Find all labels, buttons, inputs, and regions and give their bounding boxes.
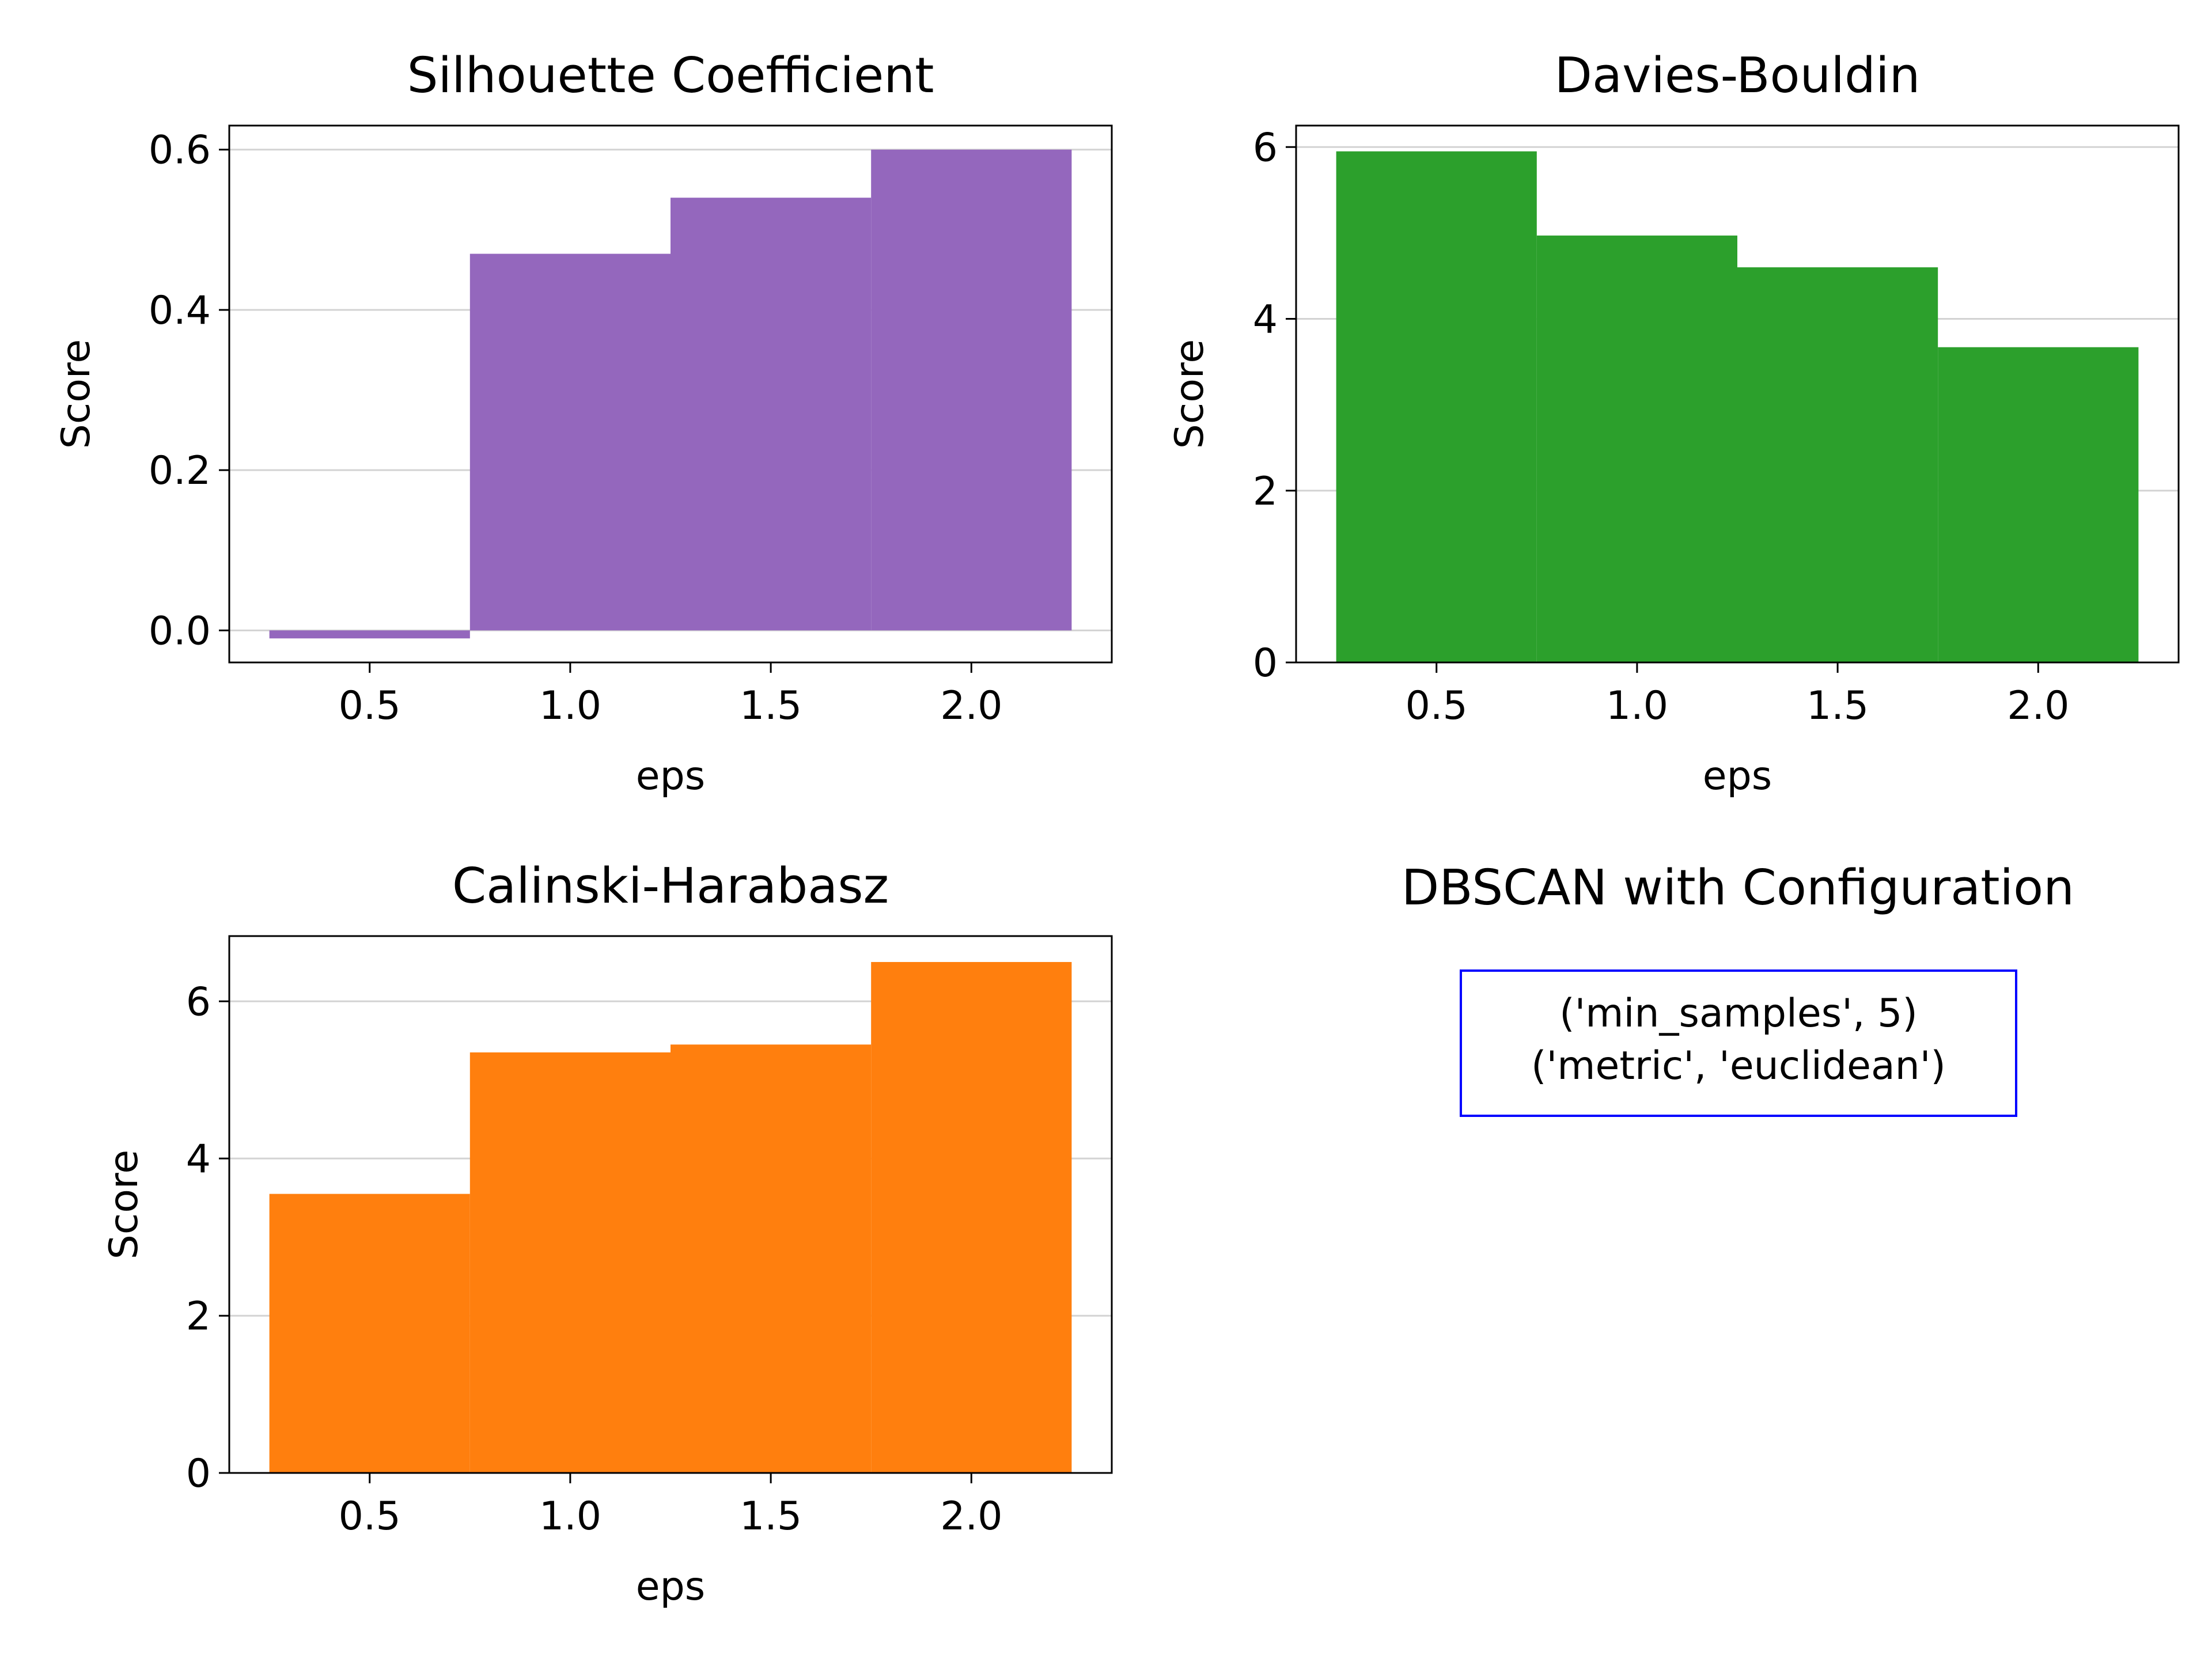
info-line-min-samples: ('min_samples', 5) [1559,991,1918,1036]
davies-bouldin-ytick-label-3: 6 [1253,125,1278,171]
calinski-harabasz-bar-2 [671,1044,872,1473]
davies-bouldin-bar-1 [1536,235,1737,662]
calinski-harabasz-xtick-label-1: 1.0 [539,1494,601,1539]
silhouette-xlabel: eps [636,753,705,799]
calinski-harabasz-bar-3 [871,962,1072,1473]
davies-bouldin-ytick-label-2: 4 [1253,297,1278,343]
silhouette-ytick-label-2: 0.4 [149,288,211,334]
silhouette-axes-frame [228,124,1113,664]
silhouette-xtick-label-1: 1.0 [539,683,601,729]
calinski-harabasz-bar-1 [469,1052,671,1473]
info-line-metric: ('metric', 'euclidean') [1531,1043,1946,1089]
calinski-harabasz-xtick-label-3: 2.0 [940,1494,1002,1539]
davies-bouldin-chart: 0.5 1.0 1.5 2.0 0 2 4 6 Davies-Bouldin eps Score [1167,47,2180,799]
davies-bouldin-xtick-label-0: 0.5 [1406,683,1468,729]
calinski-harabasz-title: Calinski-Harabasz [452,858,889,915]
davies-bouldin-bar-3 [1938,347,2139,662]
davies-bouldin-xlabel: eps [1703,753,1772,799]
calinski-harabasz-ytick-label-3: 6 [186,979,211,1025]
silhouette-bar-1 [469,253,671,631]
davies-bouldin-xtick-label-1: 1.0 [1606,683,1668,729]
silhouette-bar-0 [269,630,470,639]
info-panel: DBSCAN with Configuration ('min_samples'… [1402,859,2074,1117]
silhouette-ytick-label-0: 0.0 [149,608,211,654]
calinski-harabasz-ytick-label-2: 4 [186,1137,211,1182]
silhouette-bar-2 [671,198,872,631]
calinski-harabasz-ytick-label-0: 0 [186,1451,211,1497]
silhouette-ytick-label-3: 0.6 [149,128,211,173]
silhouette-xtick-label-2: 1.5 [740,683,802,729]
davies-bouldin-xtick-label-3: 2.0 [2007,683,2069,729]
calinski-harabasz-xlabel: eps [636,1564,705,1609]
davies-bouldin-bar-0 [1336,151,1537,663]
davies-bouldin-axes-frame [1295,124,2180,664]
davies-bouldin-xtick-label-2: 1.5 [1806,683,1869,729]
silhouette-title: Silhouette Coefficient [407,47,934,104]
silhouette-xtick-label-3: 2.0 [940,683,1002,729]
calinski-harabasz-chart: 0.5 1.0 1.5 2.0 0 2 4 6 Calinski-Harabasz eps Scor… [101,858,1113,1609]
silhouette-chart: 0.5 1.0 1.5 2.0 0.0 0.2 0.4 0.6 Silhouette Coeff… [54,47,1113,799]
calinski-harabasz-ytick-label-1: 2 [186,1294,211,1339]
davies-bouldin-ylabel: Score [1167,339,1213,449]
info-panel-title: DBSCAN with Configuration [1402,859,2074,916]
calinski-harabasz-xtick-label-0: 0.5 [339,1494,401,1539]
davies-bouldin-ytick-label-1: 2 [1253,469,1278,514]
davies-bouldin-bar-2 [1737,267,1938,663]
calinski-harabasz-ylabel: Score [101,1150,147,1259]
info-panel-box [1460,969,2017,1117]
calinski-harabasz-axes-frame [228,935,1113,1474]
davies-bouldin-title: Davies-Bouldin [1555,47,1921,104]
davies-bouldin-ytick-label-0: 0 [1253,641,1278,686]
silhouette-ylabel: Score [54,339,99,449]
calinski-harabasz-bar-0 [269,1194,470,1473]
silhouette-xtick-label-0: 0.5 [339,683,401,729]
silhouette-bar-3 [871,149,1072,631]
calinski-harabasz-xtick-label-2: 1.5 [740,1494,802,1539]
silhouette-ytick-label-1: 0.2 [149,448,211,494]
